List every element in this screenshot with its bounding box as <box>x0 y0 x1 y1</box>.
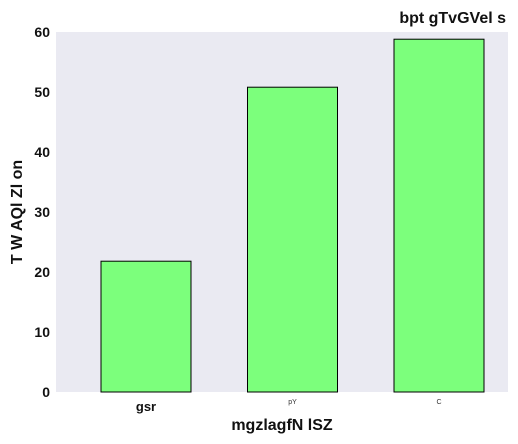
y-tick-label: 30 <box>34 204 50 220</box>
bar-C <box>393 38 485 393</box>
x-tick-label: pY <box>288 399 297 406</box>
y-tick-label: 50 <box>34 84 50 100</box>
y-tick-label: 60 <box>34 24 50 40</box>
chart-title: bpt gTvGVel s <box>399 10 506 27</box>
y-tick-label: 20 <box>34 264 50 280</box>
x-axis-ticks: gsr pY C <box>136 399 442 414</box>
x-axis-label: mgzlagfN lSZ <box>231 417 333 434</box>
bar-gsr <box>100 260 192 393</box>
y-axis-ticks: 0 10 20 30 40 50 60 <box>34 24 50 400</box>
x-tick-label: C <box>436 399 441 406</box>
y-tick-label: 40 <box>34 144 50 160</box>
x-tick-label: gsr <box>136 399 156 414</box>
y-tick-label: 0 <box>42 384 50 400</box>
y-axis-label: T W AQl Zl on <box>9 160 26 264</box>
bar-pY <box>247 86 338 393</box>
y-tick-label: 10 <box>34 324 50 340</box>
bars-group <box>100 38 485 393</box>
